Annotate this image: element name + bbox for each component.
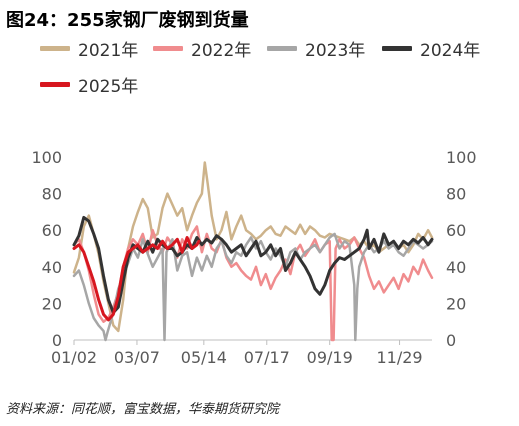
x-tick-label: 05/14: [181, 348, 227, 367]
x-tick-label: 03/07: [114, 348, 160, 367]
legend-label-2021: 2021年: [78, 41, 139, 61]
y-left-tick-label: 40: [42, 258, 62, 277]
series-line-2025: [72, 236, 201, 322]
y-left-tick-label: 0: [52, 331, 62, 350]
legend-item-2025: 2025年: [40, 72, 138, 97]
legend-label-2023: 2023年: [305, 41, 366, 61]
legend: 2021年 2022年 2023年 2024年 2025年: [0, 0, 519, 100]
series-lines-group: [72, 161, 434, 342]
y-left-tick-label: 60: [42, 221, 62, 240]
legend-label-2022: 2022年: [191, 41, 252, 61]
y-left-tick-label: 100: [31, 148, 62, 167]
x-tick-label: 01/02: [51, 348, 97, 367]
chart-title: 图24：255家钢厂废钢到货量: [6, 10, 249, 31]
series-line-2024: [72, 215, 434, 315]
y-left-tick-label: 20: [42, 294, 62, 313]
y-right-tick-label: 40: [446, 258, 466, 277]
x-tick-label: 11/29: [376, 348, 422, 367]
y-axis-left-ticks: 0 20 40 60 80 100: [31, 148, 62, 350]
y-right-tick-label: 0: [446, 331, 456, 350]
y-right-tick-label: 80: [446, 185, 466, 204]
legend-swatch-2021: [40, 46, 70, 51]
legend-item-2022: 2022年: [153, 36, 251, 61]
x-axis-ticks: 01/02 03/07 05/14 07/17 09/19 11/29: [51, 340, 423, 367]
y-right-tick-label: 20: [446, 294, 466, 313]
x-tick-label: 07/17: [244, 348, 290, 367]
legend-label-2024: 2024年: [420, 41, 481, 61]
legend-item-2021: 2021年: [40, 36, 138, 61]
legend-swatch-2023: [267, 46, 297, 51]
legend-swatch-2025: [40, 82, 70, 87]
legend-swatch-2022: [153, 46, 183, 51]
legend-item-2024: 2024年: [382, 36, 480, 61]
series-line-2021: [72, 161, 434, 333]
legend-item-2023: 2023年: [267, 36, 365, 61]
source-note: 资料来源：同花顺，富宝数据，华泰期货研究院: [6, 402, 280, 417]
series-line-2022: [72, 225, 434, 342]
y-right-tick-label: 100: [446, 148, 477, 167]
legend-label-2025: 2025年: [78, 77, 139, 97]
y-right-tick-label: 60: [446, 221, 466, 240]
y-axis-right-ticks: 0 20 40 60 80 100: [446, 148, 477, 350]
x-tick-label: 09/19: [307, 348, 353, 367]
legend-swatch-2024: [382, 46, 412, 51]
y-left-tick-label: 80: [42, 185, 62, 204]
